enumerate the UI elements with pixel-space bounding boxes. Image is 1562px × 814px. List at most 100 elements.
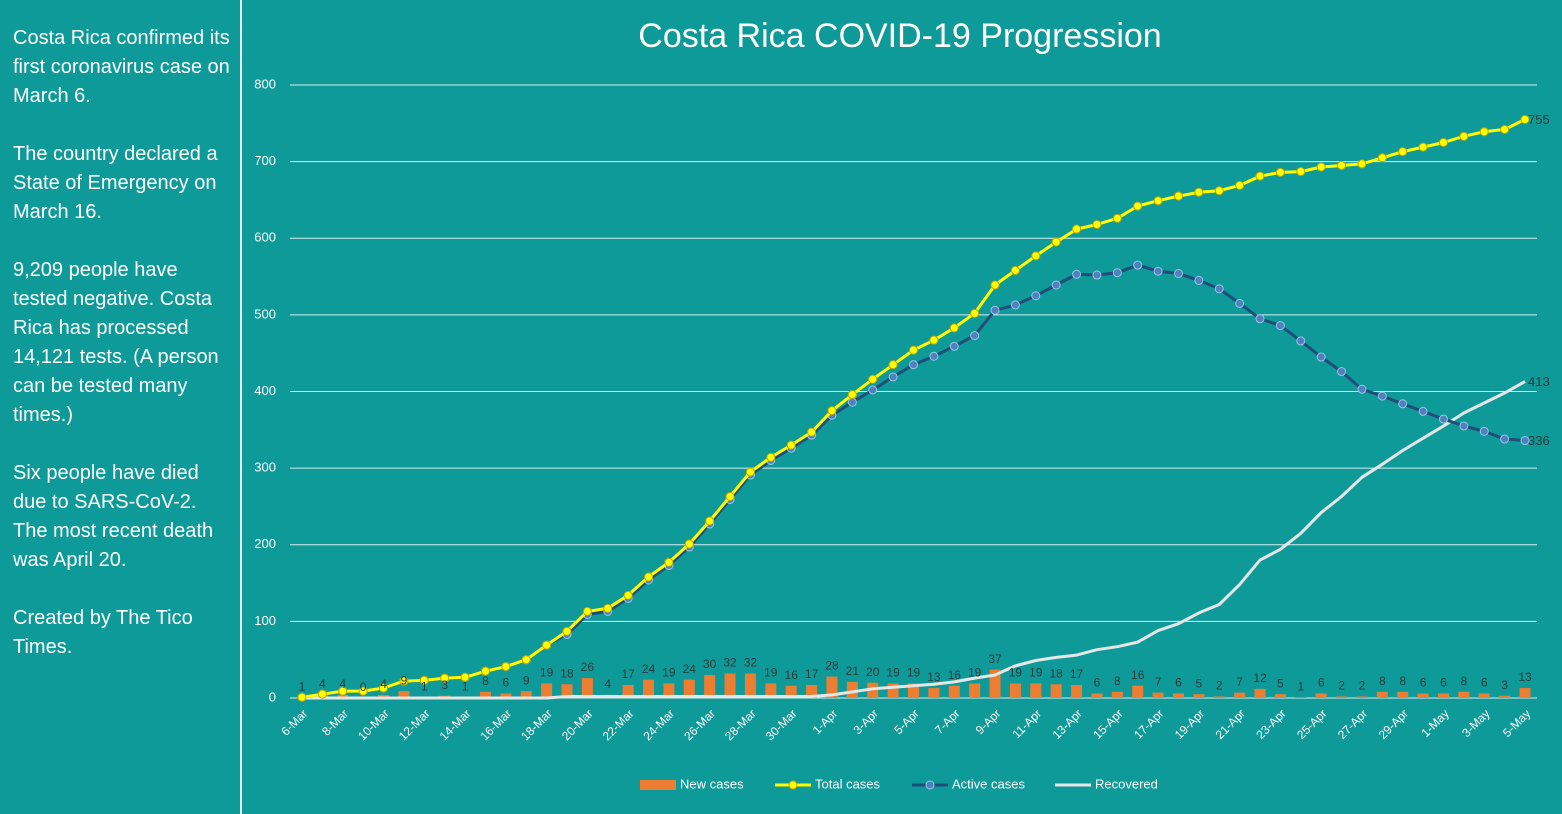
marker: [1296, 336, 1306, 346]
bar: [1009, 683, 1021, 698]
legend-label: New cases: [680, 776, 744, 791]
data-label: 1: [421, 679, 428, 693]
marker: [1173, 191, 1183, 201]
bar: [1254, 688, 1266, 698]
marker: [317, 689, 327, 699]
data-label: 7: [1236, 675, 1243, 689]
marker: [1520, 114, 1530, 124]
bar: [1274, 694, 1286, 698]
end-label: 413: [1528, 374, 1550, 389]
x-tick-label: 1-Apr: [810, 706, 841, 737]
marker: [766, 452, 776, 462]
data-label: 20: [866, 665, 880, 679]
marker: [1194, 187, 1204, 197]
legend-marker: [925, 780, 935, 790]
line: [302, 380, 1526, 700]
bar: [867, 682, 879, 698]
marker: [929, 351, 939, 361]
y-tick-label: 700: [254, 153, 276, 168]
bar: [561, 684, 573, 698]
x-tick-label: 1-May: [1418, 706, 1451, 739]
data-label: 17: [805, 667, 819, 681]
x-tick-label: 16-Mar: [477, 706, 514, 743]
marker: [338, 686, 348, 696]
marker: [1357, 159, 1367, 169]
x-tick-label: 22-Mar: [600, 706, 637, 743]
marker: [909, 360, 918, 370]
data-label: 8: [1379, 674, 1386, 688]
data-label: 3: [1501, 678, 1508, 692]
data-label: 6: [1318, 676, 1325, 690]
bar: [1519, 688, 1531, 698]
marker: [949, 323, 959, 333]
x-tick-label: 18-Mar: [518, 706, 555, 743]
data-label: 5: [1196, 676, 1203, 690]
marker: [1133, 260, 1143, 270]
bar: [724, 673, 736, 698]
bar: [765, 683, 777, 698]
data-label: 32: [723, 656, 737, 670]
data-label: 8: [1114, 674, 1121, 688]
legend-swatch: [640, 780, 676, 790]
marker: [379, 683, 389, 693]
marker: [1194, 275, 1204, 285]
x-tick-label: 5-May: [1500, 706, 1533, 739]
data-label: 17: [621, 667, 635, 681]
marker: [1214, 284, 1224, 294]
marker: [501, 662, 511, 672]
marker: [970, 308, 980, 318]
marker: [949, 341, 959, 351]
bar: [1172, 693, 1184, 698]
x-tick-label: 7-Apr: [932, 706, 963, 737]
data-label: 1: [1297, 679, 1304, 693]
bar: [643, 679, 655, 698]
marker: [909, 345, 918, 355]
marker: [603, 603, 613, 613]
bar: [1417, 693, 1429, 698]
legend-label: Recovered: [1095, 776, 1158, 791]
marker: [1418, 142, 1428, 152]
x-tick-label: 29-Apr: [1376, 706, 1411, 741]
marker: [1051, 280, 1061, 290]
bar: [500, 693, 512, 698]
line: [301, 118, 1526, 699]
sidebar-paragraph: The country declared a State of Emergenc…: [13, 143, 218, 223]
marker: [745, 467, 755, 477]
marker: [725, 491, 735, 501]
data-label: 28: [825, 659, 839, 673]
bar: [907, 683, 920, 698]
line: [301, 263, 1526, 699]
marker: [1275, 167, 1285, 177]
bar: [378, 694, 390, 698]
x-tick-label: 27-Apr: [1335, 706, 1370, 741]
bar: [1152, 692, 1164, 698]
bar: [744, 673, 756, 698]
marker: [1214, 186, 1224, 196]
data-label: 4: [339, 677, 346, 691]
marker: [1153, 196, 1163, 206]
marker: [644, 572, 654, 582]
legend-marker: [788, 780, 798, 790]
data-label: 19: [968, 666, 982, 680]
bar: [622, 684, 634, 698]
x-tick-label: 5-Apr: [891, 706, 922, 737]
bar: [541, 683, 553, 698]
marker: [297, 692, 307, 702]
data-label: 18: [1050, 666, 1064, 680]
bar: [826, 676, 838, 698]
marker: [358, 686, 368, 696]
x-tick-label: 20-Mar: [559, 706, 596, 743]
data-label: 7: [1155, 675, 1162, 689]
chart-title: Costa Rica COVID-19 Progression: [638, 17, 1161, 55]
legend-label: Active cases: [952, 776, 1025, 791]
bar: [683, 679, 695, 698]
sidebar-paragraph: Costa Rica confirmed its first coronavir…: [13, 27, 230, 107]
x-tick-label: 30-Mar: [763, 706, 800, 743]
bar: [887, 683, 899, 698]
data-label: 2: [1216, 679, 1223, 693]
data-label: 16: [948, 668, 962, 682]
marker: [1031, 291, 1041, 301]
marker: [1051, 237, 1061, 247]
data-label: 19: [1009, 666, 1023, 680]
